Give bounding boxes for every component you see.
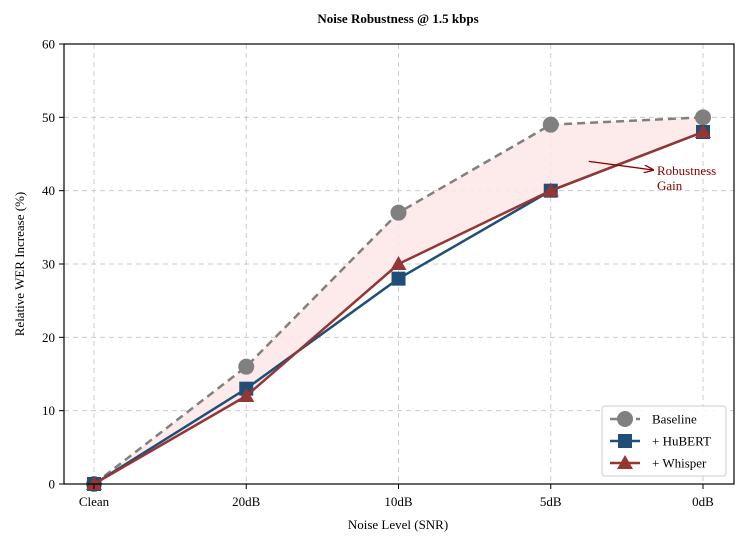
y-axis-label: Relative WER Increase (%)	[12, 192, 27, 337]
data-point	[542, 182, 559, 197]
y-tick-label: 30	[42, 257, 55, 272]
series-whisper	[86, 124, 711, 490]
legend-entry: + Whisper	[610, 455, 707, 471]
legend: Baseline + HuBERT + Whisper	[601, 405, 727, 477]
y-tick-label: 60	[42, 37, 55, 52]
x-tick-label: 5dB	[540, 494, 562, 509]
data-point	[695, 124, 711, 138]
legend-box	[601, 405, 727, 477]
x-axis-label: Noise Level (SNR)	[348, 517, 448, 532]
legend-marker	[618, 434, 632, 448]
x-tick-label: 10dB	[384, 494, 413, 509]
x-tick-label: 20dB	[232, 494, 261, 509]
series-group	[86, 109, 711, 492]
data-point	[238, 388, 255, 402]
y-tick-label: 20	[42, 330, 55, 345]
data-point	[390, 204, 407, 221]
annotation-text: Robustness	[657, 163, 716, 178]
data-point	[391, 271, 406, 286]
axes: 0 10 20 30 40 50 60 Clean 20dB 10dB 5dB 0dB	[42, 37, 735, 509]
plot-frame	[63, 43, 735, 485]
y-tick-label: 0	[49, 477, 56, 492]
legend-label: + HuBERT	[652, 434, 711, 449]
chart-title: Noise Robustness @ 1.5 kbps	[317, 11, 478, 26]
data-point	[390, 256, 407, 270]
legend-label: Baseline	[652, 412, 697, 427]
x-tick-label: 0dB	[692, 494, 714, 509]
data-point	[695, 109, 711, 126]
legend-marker	[617, 455, 633, 469]
y-tick-label: 10	[42, 403, 55, 418]
x-tick-label: Clean	[79, 494, 110, 509]
legend-label: + Whisper	[652, 456, 707, 471]
data-point	[86, 476, 102, 490]
data-point	[238, 358, 255, 375]
y-tick-label: 40	[42, 183, 55, 198]
annotation-arrow	[588, 160, 653, 170]
legend-entry: + HuBERT	[610, 434, 711, 449]
legend-entry: Baseline	[610, 411, 697, 427]
legend-marker	[617, 411, 633, 427]
annotation-text: Gain	[657, 178, 683, 193]
y-tick-label: 50	[42, 110, 55, 125]
data-point	[542, 116, 559, 133]
